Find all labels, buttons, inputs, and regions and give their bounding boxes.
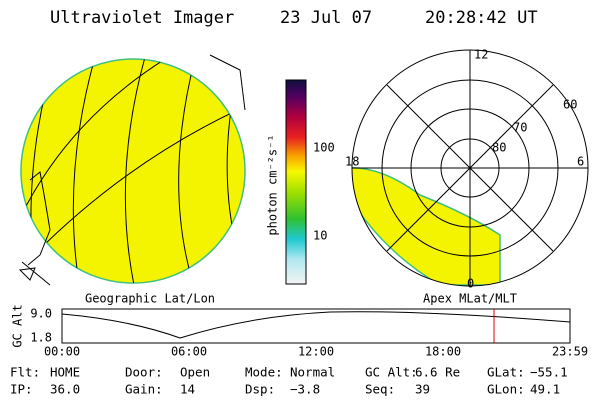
field-value: 14 xyxy=(180,382,195,397)
field-label: Gain: xyxy=(125,382,163,397)
field-label: IP: xyxy=(10,382,33,397)
tick-label: 1.8 xyxy=(30,331,52,345)
field-value: Normal xyxy=(290,365,335,380)
tick-label: 9.0 xyxy=(30,307,52,321)
field-label: Door: xyxy=(125,365,163,380)
field-value: 39 xyxy=(415,382,430,397)
time: 20:28:42 UT xyxy=(425,8,538,28)
caption: Geographic Lat/Lon xyxy=(85,292,215,306)
field-value: −3.8 xyxy=(290,382,320,397)
title: Ultraviolet Imager xyxy=(50,8,234,28)
colorbar-tick: 100 xyxy=(313,141,335,155)
time-label: 23:59 xyxy=(552,345,588,359)
time-label: 06:00 xyxy=(171,345,207,359)
field-label: Mode: xyxy=(245,365,283,380)
field-label: GC Alt: xyxy=(365,365,418,380)
mlt-label: 6 xyxy=(577,155,584,169)
footer: Flt: HOME Door: Open Mode: Normal GC Alt:6.6 R… xyxy=(10,365,568,397)
mlt-label: 12 xyxy=(474,48,488,62)
time-label: 12:00 xyxy=(298,345,334,359)
lat-label: 60 xyxy=(563,98,577,112)
colorbar-label: photon cm⁻²s⁻¹ xyxy=(266,134,280,235)
field-value: HOME xyxy=(50,365,80,380)
date: 23 Jul 07 xyxy=(280,8,372,28)
time-label: 18:00 xyxy=(425,345,461,359)
mlt-label: 0 xyxy=(467,277,474,291)
lat-label: 70 xyxy=(513,121,527,135)
field-label: Dsp: xyxy=(245,382,275,397)
lat-label: 80 xyxy=(492,141,506,155)
field-value: Open xyxy=(180,365,210,380)
field-label: Flt: xyxy=(10,365,40,380)
mlt-label: 18 xyxy=(345,155,359,169)
field-label: GLon: xyxy=(487,382,525,397)
field-value: 6.6 Re xyxy=(415,365,460,380)
altitude-panel: GC Alt 9.0 1.8 00:00 06:00 12:00 18:00 23:59 xyxy=(11,304,589,358)
geographic-image xyxy=(18,54,246,286)
header: Ultraviolet Imager 23 Jul 07 20:28:42 UT xyxy=(50,8,538,28)
field-value: 36.0 xyxy=(50,382,80,397)
field-value: 49.1 xyxy=(530,382,560,397)
colorbar-tick: 10 xyxy=(313,229,327,243)
caption: Apex MLat/MLT xyxy=(423,292,517,306)
colorbar: 100 10 photon cm⁻²s⁻¹ xyxy=(266,79,335,285)
field-label: GLat: xyxy=(487,365,525,380)
time-label: 00:00 xyxy=(44,345,80,359)
field-value: −55.1 xyxy=(530,365,568,380)
polar-plot: 12 18 6 0 60 70 80 xyxy=(345,48,589,291)
field-label: Seq: xyxy=(365,382,395,397)
axis-label: GC Alt xyxy=(11,304,25,347)
